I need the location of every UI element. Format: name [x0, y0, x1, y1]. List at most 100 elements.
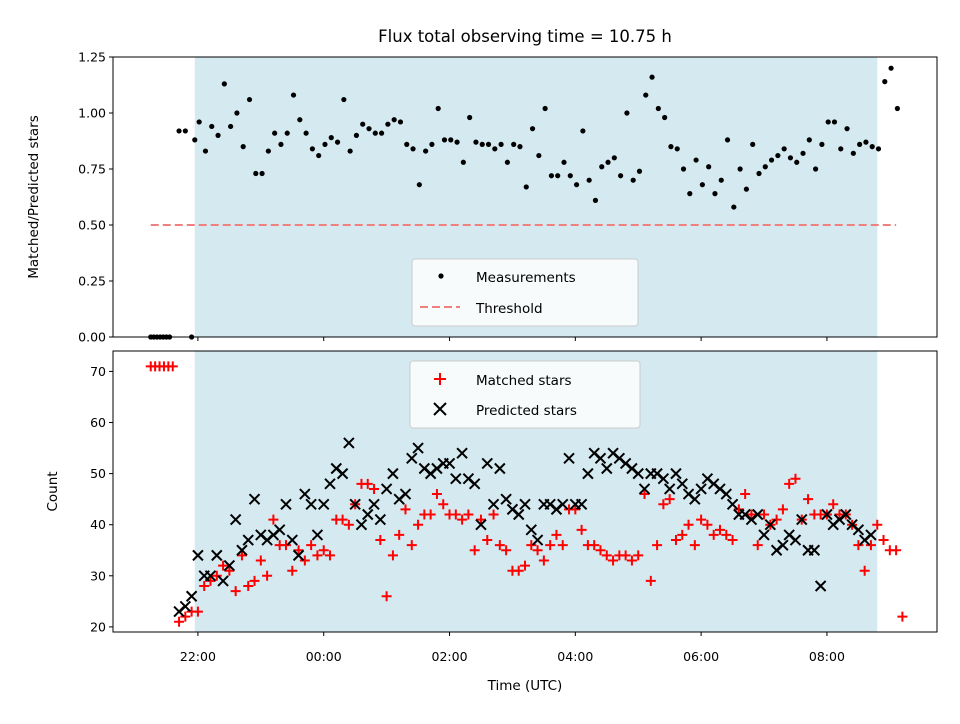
legend-matched-marker — [434, 373, 446, 385]
legend-predicted-label: Predicted stars — [476, 403, 577, 419]
matched-star-point — [696, 514, 707, 525]
matched-star-point — [413, 519, 424, 530]
matched-star-point — [406, 540, 417, 551]
matched-star-point — [601, 550, 612, 561]
predicted-star-point — [217, 575, 229, 587]
matched-star-point — [790, 473, 801, 484]
predicted-star-point — [355, 519, 368, 531]
measurement-point — [643, 92, 649, 98]
predicted-star-point — [185, 590, 198, 602]
predicted-star-point — [632, 467, 644, 480]
matched-star-point — [450, 509, 461, 520]
measurement-point — [813, 166, 819, 172]
measurement-point — [322, 141, 328, 147]
matched-star-point — [777, 504, 788, 515]
predicted-star-point — [362, 508, 374, 521]
measurement-point — [605, 159, 611, 165]
predicted-star-point — [406, 452, 418, 464]
measurement-point — [290, 92, 297, 98]
measurement-point — [580, 128, 586, 134]
bottom-xtick-label: 06:00 — [683, 649, 719, 664]
matched-star-point — [708, 529, 719, 540]
matched-star-point — [878, 535, 889, 546]
predicted-star-point — [808, 544, 821, 556]
predicted-star-point — [796, 513, 808, 526]
measurement-point — [555, 173, 561, 179]
predicted-star-point — [412, 442, 424, 454]
matched-star-point — [218, 560, 229, 571]
matched-star-point — [299, 555, 310, 566]
measurement-point — [278, 141, 284, 147]
predicted-star-point — [286, 534, 298, 546]
measurement-point — [182, 128, 188, 134]
matched-star-point — [570, 504, 581, 515]
measurement-point — [693, 157, 699, 163]
predicted-star-point — [211, 549, 223, 562]
measurement-point — [825, 119, 831, 125]
matched-star-point — [337, 514, 348, 525]
matched-star-point — [199, 581, 210, 592]
measurement-point — [504, 159, 510, 165]
measurement-point — [775, 152, 781, 159]
matched-star-point — [752, 540, 763, 551]
matched-star-point — [771, 514, 782, 525]
predicted-star-point — [242, 534, 254, 546]
matched-star-point — [167, 361, 178, 372]
predicted-star-point — [236, 544, 248, 556]
matched-star-point — [513, 565, 524, 576]
matched-star-point — [538, 555, 549, 566]
measurement-point — [806, 137, 812, 143]
top-ytick-label: 0.25 — [78, 274, 106, 289]
measurement-point — [303, 130, 309, 136]
predicted-star-point — [487, 498, 500, 510]
predicted-star-point — [229, 513, 242, 526]
predicted-star-point — [865, 529, 877, 541]
matched-star-point — [236, 550, 247, 561]
predicted-star-point — [248, 493, 261, 505]
measurement-point — [712, 191, 718, 197]
measurement-point — [334, 139, 341, 145]
measurement-point — [756, 170, 762, 177]
measurement-point — [272, 130, 278, 136]
measurement-point — [542, 105, 548, 112]
predicted-star-point — [318, 498, 330, 510]
measurement-point — [561, 159, 567, 165]
matched-star-point — [262, 570, 273, 581]
measurement-point — [573, 182, 580, 188]
predicted-star-point — [468, 478, 481, 490]
matched-star-point — [626, 555, 637, 566]
matched-star-point — [381, 591, 392, 602]
matched-star-point — [268, 514, 279, 525]
matched-star-point — [557, 540, 568, 551]
measurement-point — [599, 164, 605, 170]
top-ytick-label: 0.75 — [78, 162, 106, 177]
bottom-ytick-label: 20 — [90, 619, 106, 634]
predicted-star-point — [500, 493, 512, 505]
matched-star-point — [318, 545, 329, 556]
matched-star-point — [224, 565, 235, 576]
predicted-star-point — [399, 488, 412, 500]
bottom-xtick-label: 02:00 — [432, 649, 468, 664]
matched-star-point — [551, 529, 562, 540]
predicted-star-point — [563, 452, 575, 464]
top-ytick-label: 1.25 — [78, 50, 106, 65]
measurement-point — [215, 132, 221, 138]
matched-star-point — [865, 540, 876, 551]
predicted-star-point — [525, 524, 537, 536]
measurement-point — [410, 146, 416, 152]
predicted-star-point — [689, 493, 701, 505]
matched-star-point — [387, 550, 398, 561]
measurement-point — [662, 114, 668, 121]
matched-star-point — [293, 545, 304, 556]
top-ylabel: Matched/Predicted stars — [26, 115, 42, 278]
matched-star-point — [702, 519, 713, 530]
bottom-legend-box — [409, 360, 641, 429]
measurement-point — [441, 137, 448, 143]
measurement-point — [630, 177, 636, 183]
predicted-star-point — [657, 473, 670, 485]
matched-star-point — [595, 545, 606, 556]
matched-star-point — [494, 540, 505, 551]
measurement-point — [460, 159, 466, 165]
matched-star-point — [482, 535, 493, 546]
predicted-star-point — [336, 467, 349, 480]
